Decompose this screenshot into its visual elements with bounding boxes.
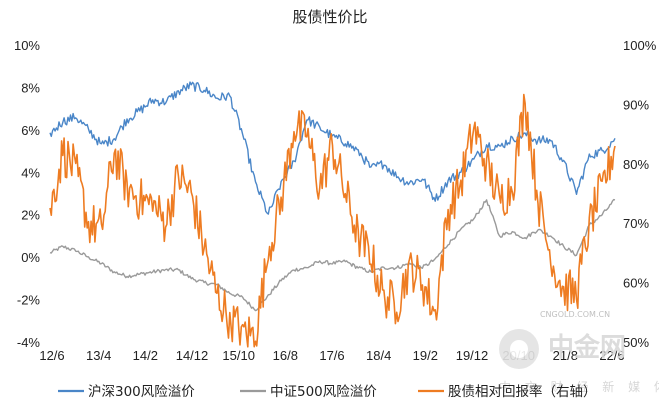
- x-tick-label: 15/10: [222, 348, 255, 363]
- x-tick-label: 14/12: [176, 348, 209, 363]
- x-tick-label: 16/8: [273, 348, 298, 363]
- series-line-0: [49, 81, 616, 215]
- series-lines: [49, 81, 616, 348]
- y-tick-left-label: 8%: [21, 80, 40, 95]
- x-tick-label: 12/6: [39, 348, 64, 363]
- y-axis-right: 50% 60% 70% 80% 90% 100%: [623, 38, 657, 350]
- series-line-1: [49, 198, 616, 312]
- y-tick-right-label: 80%: [623, 157, 649, 172]
- y-tick-left-label: 4%: [21, 165, 40, 180]
- watermark-logo-inner-icon: [510, 340, 528, 358]
- legend-label: 股债相对回报率（右轴）: [448, 383, 597, 400]
- x-tick-label: 18/4: [366, 348, 391, 363]
- x-tick-label: 19/12: [456, 348, 489, 363]
- y-tick-left-label: 6%: [21, 123, 40, 138]
- legend: 沪深300风险溢价 中证500风险溢价 股债相对回报率（右轴）: [58, 383, 597, 400]
- legend-label: 中证500风险溢价: [270, 384, 377, 400]
- watermark-tagline: 中 文 财 经 新 媒 体: [499, 379, 659, 394]
- y-tick-left-label: 10%: [14, 38, 40, 53]
- y-tick-left-label: -4%: [17, 335, 41, 350]
- y-tick-right-label: 50%: [623, 335, 649, 350]
- watermark: CNGOLD.COM.CN 中金网 中 文 财 经 新 媒 体: [499, 310, 659, 394]
- x-tick-label: 21/8: [553, 348, 578, 363]
- chart-title: 股债性价比: [292, 8, 367, 26]
- x-tick-label: 19/2: [413, 348, 438, 363]
- y-tick-left-label: 2%: [21, 208, 40, 223]
- y-tick-right-label: 70%: [623, 216, 649, 231]
- x-tick-label: 17/6: [319, 348, 344, 363]
- y-tick-left-label: -2%: [17, 293, 41, 308]
- x-tick-label: 22/6: [599, 348, 624, 363]
- y-tick-right-label: 60%: [623, 276, 649, 291]
- series-line-2: [49, 93, 616, 348]
- watermark-url: CNGOLD.COM.CN: [540, 310, 610, 319]
- y-tick-right-label: 100%: [623, 38, 657, 53]
- y-axis-left: -4% -2% 0% 2% 4% 6% 8% 10%: [14, 38, 40, 350]
- legend-label: 沪深300风险溢价: [88, 384, 195, 400]
- x-tick-label: 13/4: [86, 348, 111, 363]
- watermark-brand: 中金网: [548, 332, 626, 363]
- y-tick-left-label: 0%: [21, 250, 40, 265]
- x-tick-label: 14/2: [133, 348, 158, 363]
- y-tick-right-label: 90%: [623, 97, 649, 112]
